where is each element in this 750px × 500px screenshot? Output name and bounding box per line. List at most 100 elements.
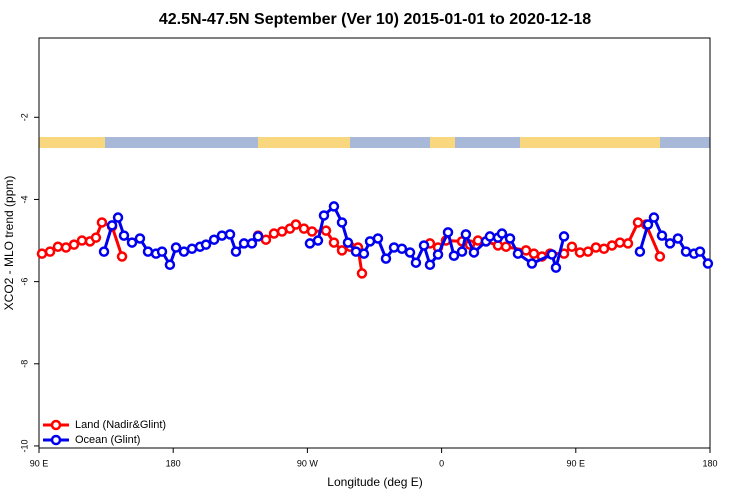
- point: [472, 235, 484, 246]
- point: [216, 230, 228, 241]
- point: [550, 262, 562, 273]
- point: [410, 257, 422, 268]
- point: [356, 268, 368, 279]
- point: [590, 242, 602, 253]
- point: [320, 225, 332, 236]
- point: [680, 246, 692, 257]
- point: [36, 248, 48, 259]
- point: [60, 242, 72, 253]
- x-tick-label: 180: [166, 458, 181, 468]
- point: [76, 235, 88, 246]
- point: [208, 234, 220, 245]
- point: [230, 246, 242, 257]
- legend-label: Ocean (Glint): [75, 434, 140, 446]
- point: [312, 235, 324, 246]
- plot-frame: [38, 37, 711, 449]
- point: [246, 238, 258, 249]
- point: [598, 243, 610, 255]
- legend-label: Land (Nadir&Glint): [75, 419, 166, 431]
- point: [44, 246, 56, 257]
- point: [574, 247, 586, 258]
- point: [304, 238, 316, 249]
- point: [526, 258, 538, 269]
- point: [336, 217, 348, 228]
- point: [448, 250, 460, 261]
- point: [418, 240, 430, 251]
- point: [96, 217, 108, 228]
- legend-marker: [50, 419, 62, 431]
- point: [500, 241, 512, 252]
- point: [336, 245, 348, 256]
- point: [380, 253, 392, 264]
- x-tick-label: 180: [702, 458, 717, 468]
- point: [358, 248, 370, 259]
- point: [634, 246, 646, 257]
- point: [268, 228, 280, 239]
- point: [306, 226, 318, 237]
- point: [98, 246, 110, 257]
- point: [328, 201, 340, 212]
- point: [622, 238, 634, 249]
- point: [164, 259, 176, 271]
- y-tick-label: -6: [19, 278, 29, 286]
- point: [566, 241, 578, 252]
- point: [126, 237, 138, 248]
- x-axis-label: Longitude (deg E): [327, 475, 422, 489]
- point: [460, 229, 472, 240]
- point: [298, 223, 310, 234]
- y-axis-label: XCO2 - MLO trend (ppm): [2, 176, 16, 311]
- point: [68, 239, 80, 250]
- point: [156, 246, 168, 257]
- point: [90, 232, 102, 243]
- point: [442, 227, 454, 238]
- x-tick-label: 90 W: [297, 458, 319, 468]
- y-tick-label: -2: [19, 113, 29, 121]
- point: [52, 241, 64, 252]
- point: [512, 248, 524, 259]
- point: [142, 246, 154, 257]
- point: [664, 238, 676, 249]
- point: [134, 233, 146, 244]
- point: [224, 229, 236, 240]
- point: [694, 246, 706, 257]
- point: [116, 251, 128, 262]
- point: [614, 237, 626, 248]
- point: [112, 212, 124, 223]
- point: [496, 228, 508, 239]
- point: [178, 246, 190, 257]
- land-ocean-band: [39, 137, 710, 148]
- point: [558, 231, 570, 242]
- chart-title: 42.5N-47.5N September (Ver 10) 2015-01-0…: [159, 11, 591, 28]
- point: [170, 242, 182, 253]
- point: [200, 239, 212, 250]
- x-tick-label: 90 E: [30, 458, 49, 468]
- point: [372, 233, 384, 244]
- point: [404, 247, 416, 258]
- point: [328, 237, 340, 248]
- point: [656, 230, 668, 241]
- y-tick-label: -4: [19, 195, 29, 203]
- point: [456, 246, 468, 257]
- point: [318, 210, 330, 221]
- point: [484, 231, 496, 242]
- point: [672, 233, 684, 244]
- point: [342, 237, 354, 248]
- point: [252, 231, 264, 242]
- point: [468, 247, 480, 258]
- point: [106, 220, 118, 231]
- y-tick-label: -8: [19, 360, 29, 368]
- point: [186, 243, 198, 255]
- x-tick-label: 90 E: [567, 458, 586, 468]
- series-line: [102, 204, 710, 274]
- point: [528, 248, 540, 259]
- x-tick-label: 0: [439, 458, 444, 468]
- point: [546, 249, 558, 260]
- point: [702, 258, 714, 269]
- point: [654, 251, 666, 262]
- point: [642, 219, 654, 230]
- legend-marker: [50, 434, 62, 446]
- point: [432, 249, 444, 260]
- point: [582, 246, 594, 257]
- point: [648, 212, 660, 223]
